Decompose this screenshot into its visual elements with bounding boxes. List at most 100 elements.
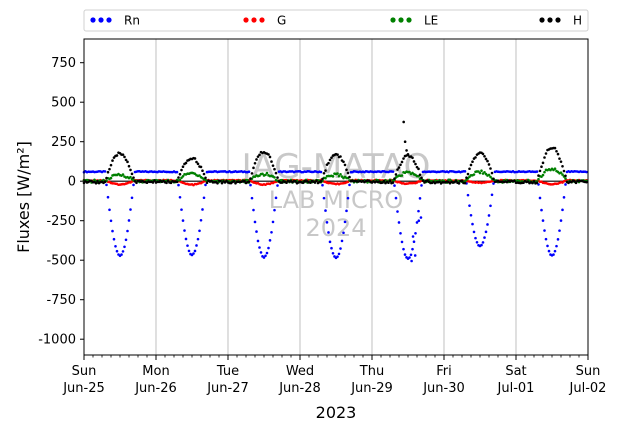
point-rn bbox=[480, 243, 483, 247]
point-le bbox=[472, 173, 476, 176]
point-h bbox=[126, 160, 129, 164]
point-rn bbox=[408, 256, 411, 259]
x-tick-label-day: Sun bbox=[576, 364, 601, 379]
point-h bbox=[270, 160, 273, 163]
point-rn bbox=[412, 240, 416, 244]
point-rn bbox=[393, 184, 396, 187]
grid-lines bbox=[155, 39, 517, 355]
point-h bbox=[124, 158, 128, 162]
point-h bbox=[103, 180, 107, 184]
y-tick-label: 750 bbox=[51, 56, 76, 71]
point-rn bbox=[105, 183, 108, 187]
x-tick-label-date: Jun-25 bbox=[62, 381, 105, 396]
point-rn bbox=[419, 216, 423, 219]
point-h bbox=[391, 181, 395, 184]
point-h bbox=[541, 161, 545, 165]
point-rn bbox=[124, 238, 128, 242]
point-rn bbox=[413, 254, 417, 257]
point-rn bbox=[346, 196, 350, 200]
series-rn bbox=[82, 169, 588, 263]
point-le bbox=[264, 173, 267, 177]
point-rn bbox=[486, 223, 489, 226]
legend-marker-g bbox=[259, 17, 265, 23]
point-rn bbox=[132, 183, 135, 187]
point-rn bbox=[336, 255, 339, 258]
point-h bbox=[220, 181, 224, 185]
y-tick-label: 0 bbox=[68, 175, 76, 190]
point-h bbox=[396, 168, 399, 171]
point-h bbox=[403, 140, 407, 143]
point-le bbox=[487, 173, 491, 177]
point-rn bbox=[114, 244, 117, 248]
point-h bbox=[489, 167, 492, 170]
y-tick-label: -250 bbox=[46, 214, 76, 229]
point-rn bbox=[414, 231, 417, 235]
point-le bbox=[339, 172, 342, 176]
point-h bbox=[469, 163, 473, 167]
point-h bbox=[202, 172, 206, 176]
point-rn bbox=[417, 209, 420, 213]
point-rn bbox=[420, 184, 423, 187]
point-h bbox=[411, 156, 414, 160]
point-rn bbox=[271, 220, 275, 224]
x-tick-label-day: Mon bbox=[142, 364, 169, 379]
legend-marker-le bbox=[398, 17, 404, 23]
point-le bbox=[324, 176, 327, 180]
point-rn bbox=[123, 245, 126, 249]
point-rn bbox=[342, 231, 345, 235]
point-le bbox=[561, 173, 564, 176]
point-h bbox=[94, 181, 98, 185]
point-rn bbox=[256, 239, 260, 243]
point-rn bbox=[327, 231, 330, 234]
point-rn bbox=[177, 183, 180, 187]
legend-marker-h bbox=[555, 17, 561, 23]
point-rn bbox=[463, 170, 467, 173]
point-h bbox=[481, 152, 485, 156]
point-h bbox=[382, 179, 386, 183]
point-h bbox=[537, 174, 540, 177]
point-rn bbox=[255, 230, 258, 233]
point-le bbox=[178, 178, 182, 182]
point-rn bbox=[487, 214, 491, 217]
point-rn bbox=[466, 193, 470, 197]
point-h bbox=[271, 164, 275, 167]
watermark-line2: LAB MICRO bbox=[269, 186, 404, 214]
point-h bbox=[471, 160, 474, 163]
point-rn bbox=[490, 193, 494, 197]
point-rn bbox=[543, 229, 546, 232]
point-h bbox=[487, 163, 491, 166]
x-axis: Sun Jun-25 Mon Jun-26 Tue Jun-27 Wed Jun-28 Thu J… bbox=[62, 355, 606, 396]
point-rn bbox=[262, 256, 266, 259]
point-rn bbox=[469, 213, 473, 217]
point-h bbox=[400, 160, 404, 164]
point-h bbox=[486, 159, 489, 163]
point-rn bbox=[198, 229, 201, 233]
point-h bbox=[330, 156, 333, 159]
point-h bbox=[562, 169, 566, 173]
point-rn bbox=[471, 222, 474, 226]
watermark-line3: 2024 bbox=[305, 214, 366, 242]
point-rn bbox=[274, 196, 278, 200]
legend-marker-g bbox=[251, 17, 257, 23]
point-rn bbox=[126, 229, 129, 233]
point-rn bbox=[561, 208, 564, 212]
point-rn bbox=[330, 246, 333, 250]
legend-marker-h bbox=[539, 17, 545, 23]
series-h bbox=[82, 120, 588, 185]
point-h bbox=[276, 176, 279, 179]
point-rn bbox=[559, 219, 563, 222]
point-rn bbox=[180, 208, 183, 211]
point-h bbox=[559, 160, 563, 163]
point-le bbox=[553, 167, 557, 170]
point-h bbox=[108, 167, 111, 171]
point-h bbox=[553, 146, 557, 150]
point-le bbox=[400, 174, 404, 177]
point-rn bbox=[328, 240, 332, 244]
point-h bbox=[484, 157, 488, 161]
point-rn bbox=[541, 219, 545, 222]
legend-marker-le bbox=[406, 17, 412, 23]
point-rn bbox=[321, 183, 324, 187]
x-tick-label-date: Jul-01 bbox=[497, 381, 535, 396]
point-rn bbox=[411, 235, 415, 238]
point-rn bbox=[418, 197, 422, 200]
